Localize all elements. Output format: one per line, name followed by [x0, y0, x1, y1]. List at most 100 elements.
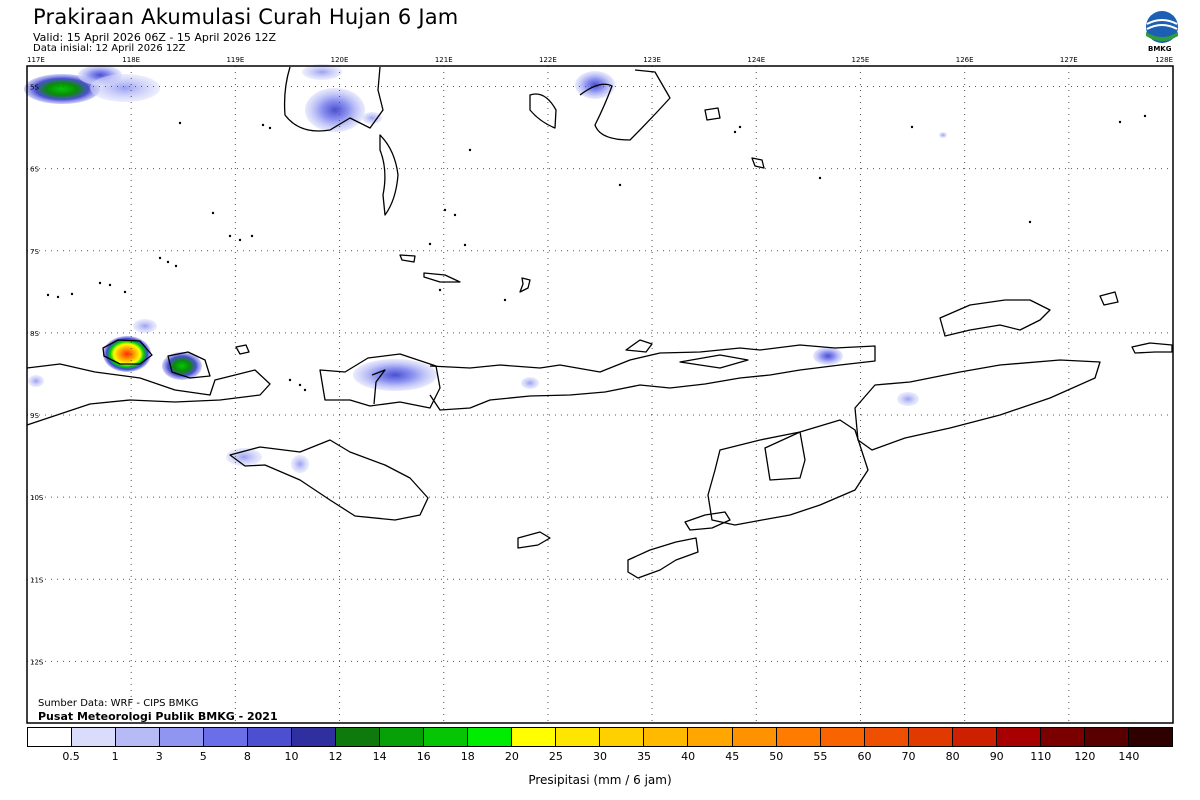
colorbar-segment: [688, 728, 733, 746]
colorbar-label: 40: [681, 750, 696, 763]
rain-cell: [897, 392, 919, 406]
coastline: [517, 531, 551, 549]
island-dot: [98, 281, 102, 285]
colorbar-segment: [732, 728, 777, 746]
colorbar-label: 140: [1118, 750, 1140, 763]
colorbar-segment: [28, 728, 73, 746]
coastline: [679, 354, 749, 369]
colorbar-segment: [336, 728, 381, 746]
latitude-label: 9S: [30, 412, 39, 420]
coastline: [283, 66, 384, 132]
island-dot: [733, 130, 737, 134]
colorbar-segment: [424, 728, 469, 746]
graticule: [27, 66, 1173, 723]
colorbar-title: Presipitasi (mm / 6 jam): [528, 773, 672, 787]
coastline: [625, 339, 653, 353]
longitude-label: 120E: [331, 56, 349, 64]
colorbar-label: 60: [857, 750, 872, 763]
coastline: [854, 359, 1101, 451]
island-dot: [503, 298, 507, 302]
longitude-label: 121E: [435, 56, 453, 64]
coastline: [423, 272, 461, 283]
rain-cell: [362, 112, 382, 124]
coastline: [764, 431, 806, 481]
longitude-label: 124E: [747, 56, 765, 64]
precipitation-colorbar: [27, 727, 1173, 747]
island-dot: [468, 148, 472, 152]
island-dot: [261, 123, 265, 127]
island-dot: [288, 378, 292, 382]
rain-cell: [226, 448, 262, 466]
coastline: [704, 107, 721, 121]
rain-cell: [28, 375, 44, 387]
coastline: [229, 439, 429, 521]
latitude-label: 8S: [30, 330, 39, 338]
island-dot: [238, 238, 242, 242]
coastline: [167, 351, 211, 379]
colorbar-label: 5: [199, 750, 207, 763]
colorbar-label: 70: [901, 750, 916, 763]
coastline: [627, 537, 699, 579]
colorbar-segment: [908, 728, 953, 746]
island-dot: [250, 234, 254, 238]
longitude-labels: 117E 118E 119E 120E 121E 122E 123E 124E 125E 126E…: [27, 56, 1173, 64]
colorbar-label: 1: [111, 750, 119, 763]
rain-cell: [162, 352, 202, 380]
latitude-label: 5S: [30, 84, 39, 92]
island-dot: [1118, 120, 1122, 124]
coastline: [684, 511, 731, 531]
coastline: [399, 254, 416, 263]
island-dot: [268, 126, 272, 130]
colorbar-segment: [1084, 728, 1129, 746]
colorbar-label: 80: [945, 750, 960, 763]
colorbar-segment: [204, 728, 249, 746]
colorbar-label: 45: [725, 750, 740, 763]
latitude-label: 12S: [30, 658, 44, 666]
coastlines: [26, 66, 1173, 579]
colorbar-segment: [248, 728, 293, 746]
rain-cell: [302, 64, 342, 80]
coastline: [939, 299, 1051, 337]
producer: Pusat Meteorologi Publik BMKG - 2021: [38, 710, 278, 723]
small-islands: [46, 114, 1147, 392]
island-dot: [298, 383, 302, 387]
island-dot: [443, 208, 447, 212]
colorbar-segment: [292, 728, 337, 746]
colorbar-label: 30: [593, 750, 607, 763]
map-frame: [26, 65, 1174, 724]
colorbar-label: 12: [328, 750, 343, 763]
bmkg-logo-icon: [1146, 11, 1178, 43]
colorbar-label: 55: [813, 750, 828, 763]
island-dot: [738, 125, 742, 129]
logo-label: BMKG: [1148, 45, 1172, 53]
latitude-label: 6S: [30, 166, 39, 174]
coastline: [379, 134, 399, 216]
island-dot: [618, 183, 622, 187]
latitude-label: 10S: [30, 494, 44, 502]
longitude-label: 118E: [122, 56, 140, 64]
colorbar-segment: [600, 728, 645, 746]
island-dot: [56, 295, 60, 299]
longitude-label: 123E: [643, 56, 661, 64]
colorbar-label: 8: [243, 750, 251, 763]
colorbar-segment: [1040, 728, 1085, 746]
colorbar-labels: 0.5 1 3 5 8 10 12 14 16 18 20 25 30 35 40 45 50 55 60 70 80 9…: [27, 750, 1173, 764]
colorbar-segment: [512, 728, 557, 746]
colorbar-segment: [72, 728, 117, 746]
colorbar-segment: [644, 728, 689, 746]
island-dot: [453, 213, 457, 217]
colorbar-segment: [160, 728, 205, 746]
island-dot: [463, 243, 467, 247]
island-dot: [178, 121, 182, 125]
coastline: [235, 344, 250, 355]
colorbar-segment: [1128, 728, 1172, 746]
valid-period: Valid: 15 April 2026 06Z - 15 April 2026…: [33, 31, 276, 44]
coastline: [26, 363, 271, 426]
coastline: [1131, 342, 1173, 354]
colorbar-segment: [952, 728, 997, 746]
island-dot: [174, 264, 178, 268]
rain-cell: [353, 359, 437, 391]
data-source: Sumber Data: WRF - CIPS BMKG: [38, 698, 199, 709]
coastline: [429, 344, 876, 411]
